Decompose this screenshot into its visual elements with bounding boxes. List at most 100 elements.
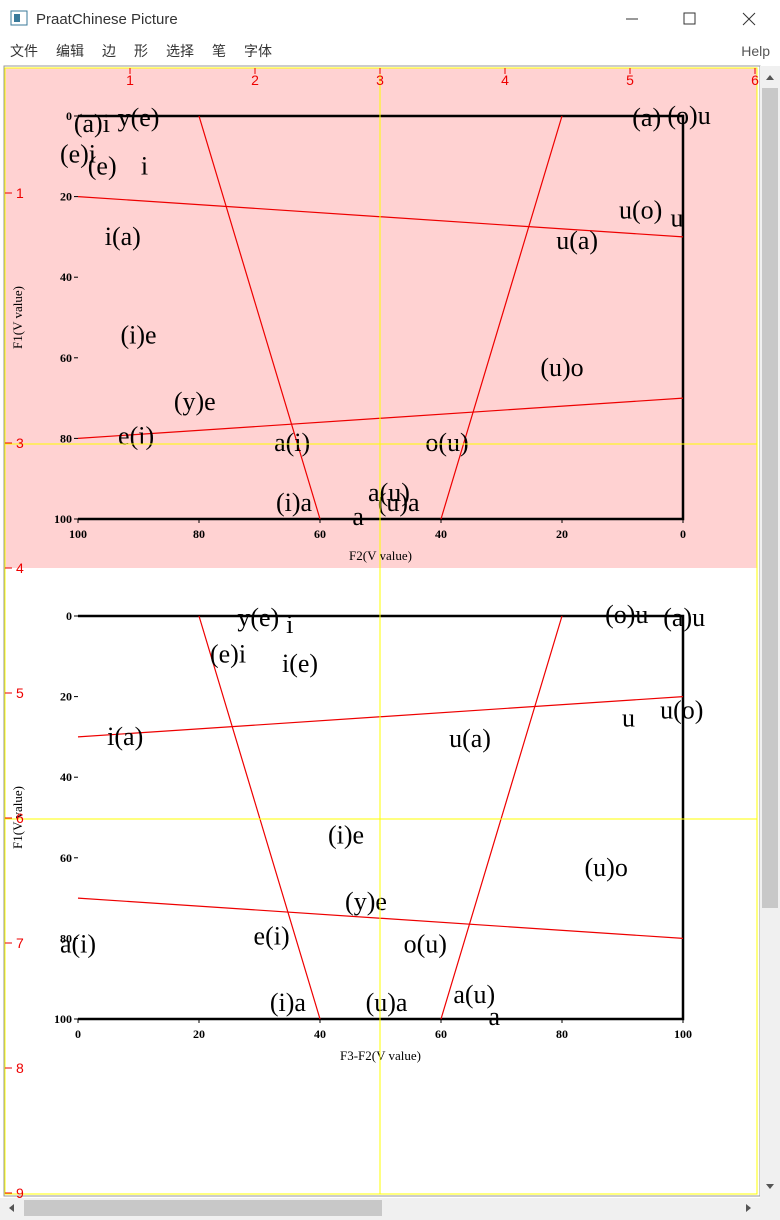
x-tick-label: 100 [69,527,87,541]
boundary-line [198,115,321,520]
y-tick-label: 100 [54,512,72,526]
x-tick-label: 40 [314,1027,326,1041]
ruler-label: 1 [16,185,24,201]
point-label: (i)a [276,488,313,517]
point-label: u [622,704,635,733]
ruler-label: 3 [16,435,24,451]
x-tick-label: 40 [435,527,447,541]
point-label: (e)i [60,139,96,168]
ruler-label: 5 [16,685,24,701]
v-scroll-thumb[interactable] [762,88,778,908]
y-tick-label: 0 [66,609,72,623]
x-tick-label: 20 [556,527,568,541]
y-tick-label: 0 [66,109,72,123]
point-label: a [352,502,364,531]
app-icon-inner [14,14,20,22]
window-title: PraatChinese Picture [36,11,178,28]
point-label: y(e) [237,603,279,632]
menu-item[interactable]: 字体 [244,43,272,59]
point-label: (a)i [74,109,110,138]
y-axis-label: F1(V value) [10,286,25,349]
x-tick-label: 60 [435,1027,447,1041]
point-label: i [141,151,148,180]
point-label: a(u) [368,478,410,507]
menu-item[interactable]: 边 [102,43,116,59]
boundary-line [440,115,563,520]
ruler-label: 3 [376,72,384,88]
point-label: (a) [632,103,661,132]
menu-item[interactable]: 形 [134,43,148,59]
y-tick-label: 60 [60,351,72,365]
point-label: (e) [88,151,117,180]
point-label: a [488,1002,500,1031]
close[interactable] [742,12,756,26]
ruler-label: 4 [16,560,24,576]
point-label: y(e) [118,103,160,132]
help-menu[interactable]: Help [741,43,770,59]
ruler-label: 9 [16,1185,24,1201]
selection [5,68,757,568]
ruler-label: 7 [16,935,24,951]
point-label: u(o) [660,696,703,725]
point-label: u(a) [556,226,598,255]
ruler-label: 2 [251,72,259,88]
point-label: u(a) [449,724,491,753]
y-tick-label: 100 [54,1012,72,1026]
menu-bar: 文件 编辑 边 形 选择 笔 字体 [10,43,272,59]
ruler-label: 6 [751,72,759,88]
boundary-line [440,615,563,1020]
point-label: (i)a [270,988,307,1017]
menu-item[interactable]: 选择 [166,43,194,59]
x-tick-label: 0 [75,1027,81,1041]
y-tick-label: 60 [60,851,72,865]
point-label: a(i) [274,428,310,457]
point-label: a(i) [60,929,96,958]
point-label: u(o) [619,196,662,225]
point-label: e(i) [118,421,154,450]
x-tick-label: 100 [674,1027,692,1041]
y-tick-label: 20 [60,690,72,704]
maximize[interactable] [683,12,696,25]
point-label: (y)e [174,387,216,416]
y-axis-label: F1(V value) [10,786,25,849]
x-tick-label: 80 [193,527,205,541]
point-label: o(u) [404,929,447,958]
y-tick-label: 20 [60,190,72,204]
h-scroll-thumb[interactable] [24,1200,382,1216]
y-tick-label: 80 [60,931,72,945]
point-label: i(e) [282,649,318,678]
point-label: a(u) [453,980,495,1009]
point-label: i [286,610,293,639]
point-label: i(a) [107,722,143,751]
ruler-label: 1 [126,72,134,88]
menu-item[interactable]: 文件 [10,43,38,59]
menu-item[interactable]: 编辑 [56,43,84,59]
ruler-label: 4 [501,72,509,88]
x-tick-label: 0 [680,527,686,541]
point-label: o(u) [425,428,468,457]
point-label: (u)a [378,488,420,517]
point-label: (u)o [540,353,583,382]
x-tick-label: 60 [314,527,326,541]
ruler-label: 5 [626,72,634,88]
point-label: (u)o [585,853,628,882]
point-label: (e)i [210,639,246,668]
point-label: i(a) [105,222,141,251]
x-tick-label: 20 [193,1027,205,1041]
point-label: e(i) [254,921,290,950]
y-tick-label: 40 [60,770,72,784]
y-tick-label: 40 [60,270,72,284]
point-label: (o)u [667,101,710,130]
point-label: (u)a [366,988,408,1017]
ruler-label: 8 [16,1060,24,1076]
y-tick-label: 80 [60,431,72,445]
ruler-label: 6 [16,810,24,826]
menu-item[interactable]: 笔 [212,43,226,59]
point-label: u [670,204,683,233]
point-label: (i)e [328,821,364,850]
point-label: (i)e [120,321,156,350]
boundary-line [198,615,321,1020]
viewport [4,67,758,1195]
